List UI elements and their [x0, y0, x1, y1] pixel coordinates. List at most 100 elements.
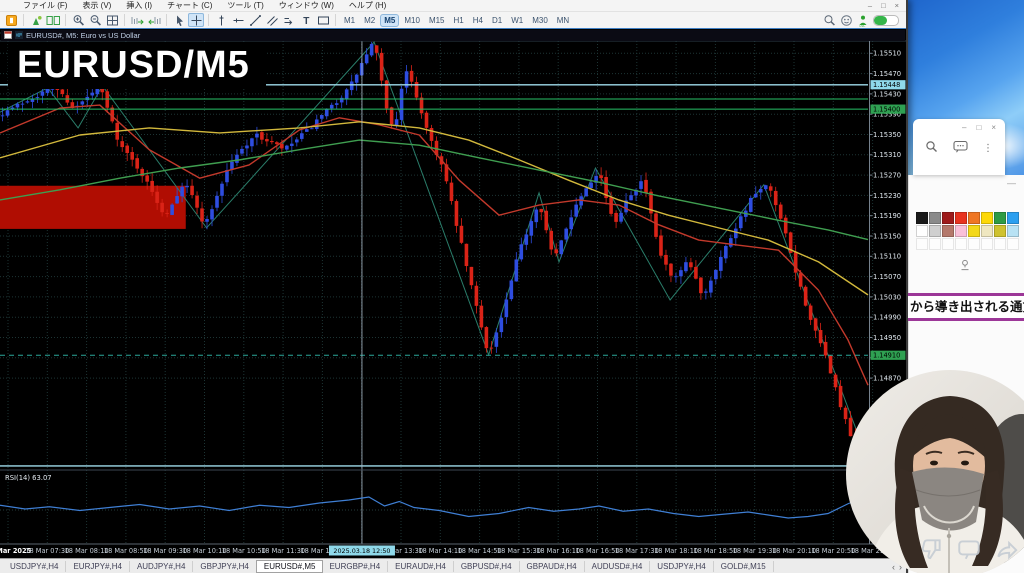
chart-tab-eurjpyh4[interactable]: EURJPY#,H4 [66, 561, 130, 572]
menu-view[interactable]: 表示 (V) [82, 1, 112, 10]
chart-tab-usdjpyh4[interactable]: USDJPY#,H4 [3, 561, 67, 572]
chart-tab-eurgbph4[interactable]: EURGBP#,H4 [322, 561, 389, 572]
comment-box-icon[interactable] [956, 536, 982, 567]
color-swatch[interactable] [916, 212, 928, 224]
color-swatch[interactable] [994, 225, 1006, 237]
menu-tools[interactable]: ツール (T) [227, 1, 264, 10]
horizontal-line-icon[interactable] [230, 13, 246, 27]
close-icon[interactable]: × [894, 0, 899, 10]
color-swatch[interactable] [929, 212, 941, 224]
color-swatch[interactable] [955, 225, 967, 237]
color-swatch[interactable] [1007, 225, 1019, 237]
close-icon[interactable]: × [991, 123, 996, 132]
timeframe-m15[interactable]: M15 [428, 15, 445, 25]
svg-text:1.15448: 1.15448 [873, 81, 900, 89]
color-swatch[interactable] [968, 225, 980, 237]
chart-tab-gbpjpyh4[interactable]: GBPJPY#,H4 [193, 561, 257, 572]
color-swatch[interactable] [942, 212, 954, 224]
chart-tab-gbpusdh4[interactable]: GBPUSD#,H4 [454, 561, 520, 572]
timeframe-d1[interactable]: D1 [491, 15, 503, 25]
chart-tab-usdjpyh4[interactable]: USDJPY#,H4 [650, 561, 714, 572]
price-chart[interactable]: 1.155501.155101.154701.154301.153901.153… [0, 29, 906, 558]
menu-charts[interactable]: チャート (C) [167, 1, 213, 10]
zoom-out-icon[interactable] [87, 13, 103, 27]
timeframe-m30[interactable]: M30 [532, 15, 548, 25]
svg-text:18 Mar 14:10: 18 Mar 14:10 [418, 547, 462, 555]
color-swatch[interactable] [916, 225, 928, 237]
maximize-icon[interactable]: □ [976, 123, 982, 132]
zoom-in-icon[interactable] [70, 13, 86, 27]
chart-restore-icon[interactable] [4, 30, 12, 41]
color-swatch[interactable] [929, 238, 941, 250]
color-swatch[interactable] [968, 212, 980, 224]
search-icon[interactable] [925, 140, 938, 158]
crosshair-icon[interactable] [188, 13, 204, 27]
chart-window-titlebar[interactable]: EURUSD#, M5: Euro vs US Dollar [1, 30, 905, 41]
color-swatch[interactable] [955, 212, 967, 224]
restore-icon[interactable]: □ [881, 0, 886, 10]
tab-scroll-right-icon[interactable]: › [899, 561, 902, 572]
new-order-icon[interactable] [3, 13, 19, 27]
chart-tab-audusdh4[interactable]: AUDUSD#,H4 [585, 561, 651, 572]
chart-tab-goldm15[interactable]: GOLD#,M15 [714, 561, 774, 572]
chart-area[interactable]: 1.155501.155101.154701.154301.153901.153… [0, 29, 906, 558]
menu-help[interactable]: ヘルプ (H) [348, 1, 387, 10]
channel-icon[interactable] [264, 13, 280, 27]
vertical-line-icon[interactable] [213, 13, 229, 27]
timeframe-mn[interactable]: MN [556, 15, 570, 25]
menu-insert[interactable]: 挿入 (I) [126, 1, 153, 10]
timeframe-m1[interactable]: M1 [344, 15, 356, 25]
community-icon[interactable] [838, 13, 854, 27]
timeframe-h1[interactable]: H1 [453, 15, 464, 25]
color-swatch[interactable] [981, 212, 993, 224]
chart-tab-euraudh4[interactable]: EURAUD#,H4 [388, 561, 454, 572]
chart-tab-eurusdm5[interactable]: EURUSD#,M5 [256, 561, 323, 572]
menu-window[interactable]: ウィンドウ (W) [278, 1, 334, 10]
auto-scroll-icon[interactable] [129, 13, 145, 27]
mt5-logo-icon[interactable] [5, 2, 13, 10]
stamp-icon[interactable] [959, 258, 971, 276]
color-swatch[interactable] [968, 238, 980, 250]
color-swatch[interactable] [981, 238, 993, 250]
color-swatch[interactable] [955, 238, 967, 250]
more-menu-icon[interactable]: ⋮ [983, 143, 993, 154]
cursor-icon[interactable] [171, 13, 187, 27]
color-swatch[interactable] [916, 238, 928, 250]
color-swatch[interactable] [1007, 212, 1019, 224]
chart-tab-audjpyh4[interactable]: AUDJPY#,H4 [130, 561, 194, 572]
share-icon[interactable] [994, 536, 1020, 567]
color-swatch[interactable] [929, 225, 941, 237]
color-swatch[interactable] [942, 225, 954, 237]
timeframe-m5[interactable]: M5 [381, 14, 399, 26]
rectangle-icon[interactable] [315, 13, 331, 27]
trendline-icon[interactable] [247, 13, 263, 27]
svg-text:18 Mar 13:30: 18 Mar 13:30 [379, 547, 423, 555]
color-swatch[interactable] [994, 212, 1006, 224]
svg-text:1.15430: 1.15430 [873, 90, 901, 98]
color-swatch[interactable] [1007, 238, 1019, 250]
algo-trading-toggle[interactable] [873, 14, 899, 26]
algo-trading-icon[interactable] [28, 13, 44, 27]
color-swatch[interactable] [981, 225, 993, 237]
search-icon[interactable] [821, 13, 837, 27]
color-swatch[interactable] [942, 238, 954, 250]
text-label-icon[interactable]: T [298, 13, 314, 27]
timeframe-h4[interactable]: H4 [472, 15, 483, 25]
chart-tab-gbpaudh4[interactable]: GBPAUD#,H4 [520, 561, 585, 572]
timeframe-m2[interactable]: M2 [364, 15, 376, 25]
profiles-icon[interactable] [45, 13, 61, 27]
minimize-icon[interactable]: – [962, 123, 967, 132]
thumbs-down-icon[interactable] [918, 536, 944, 567]
tab-scroll-left-icon[interactable]: ‹ [892, 561, 895, 572]
menu-file[interactable]: ファイル (F) [23, 1, 68, 10]
minimize-icon[interactable]: – [867, 0, 873, 10]
timeframe-w1[interactable]: W1 [511, 15, 524, 25]
collapse-panel-icon[interactable]: — [1007, 178, 1016, 188]
chart-shift-icon[interactable] [146, 13, 162, 27]
timeframe-m10[interactable]: M10 [404, 15, 420, 25]
comment-icon[interactable] [953, 140, 968, 158]
color-swatch[interactable] [994, 238, 1006, 250]
equidistant-channel-icon[interactable] [281, 13, 297, 27]
tile-windows-icon[interactable] [104, 13, 120, 27]
algo-status-icon[interactable]: LVL [855, 13, 871, 27]
